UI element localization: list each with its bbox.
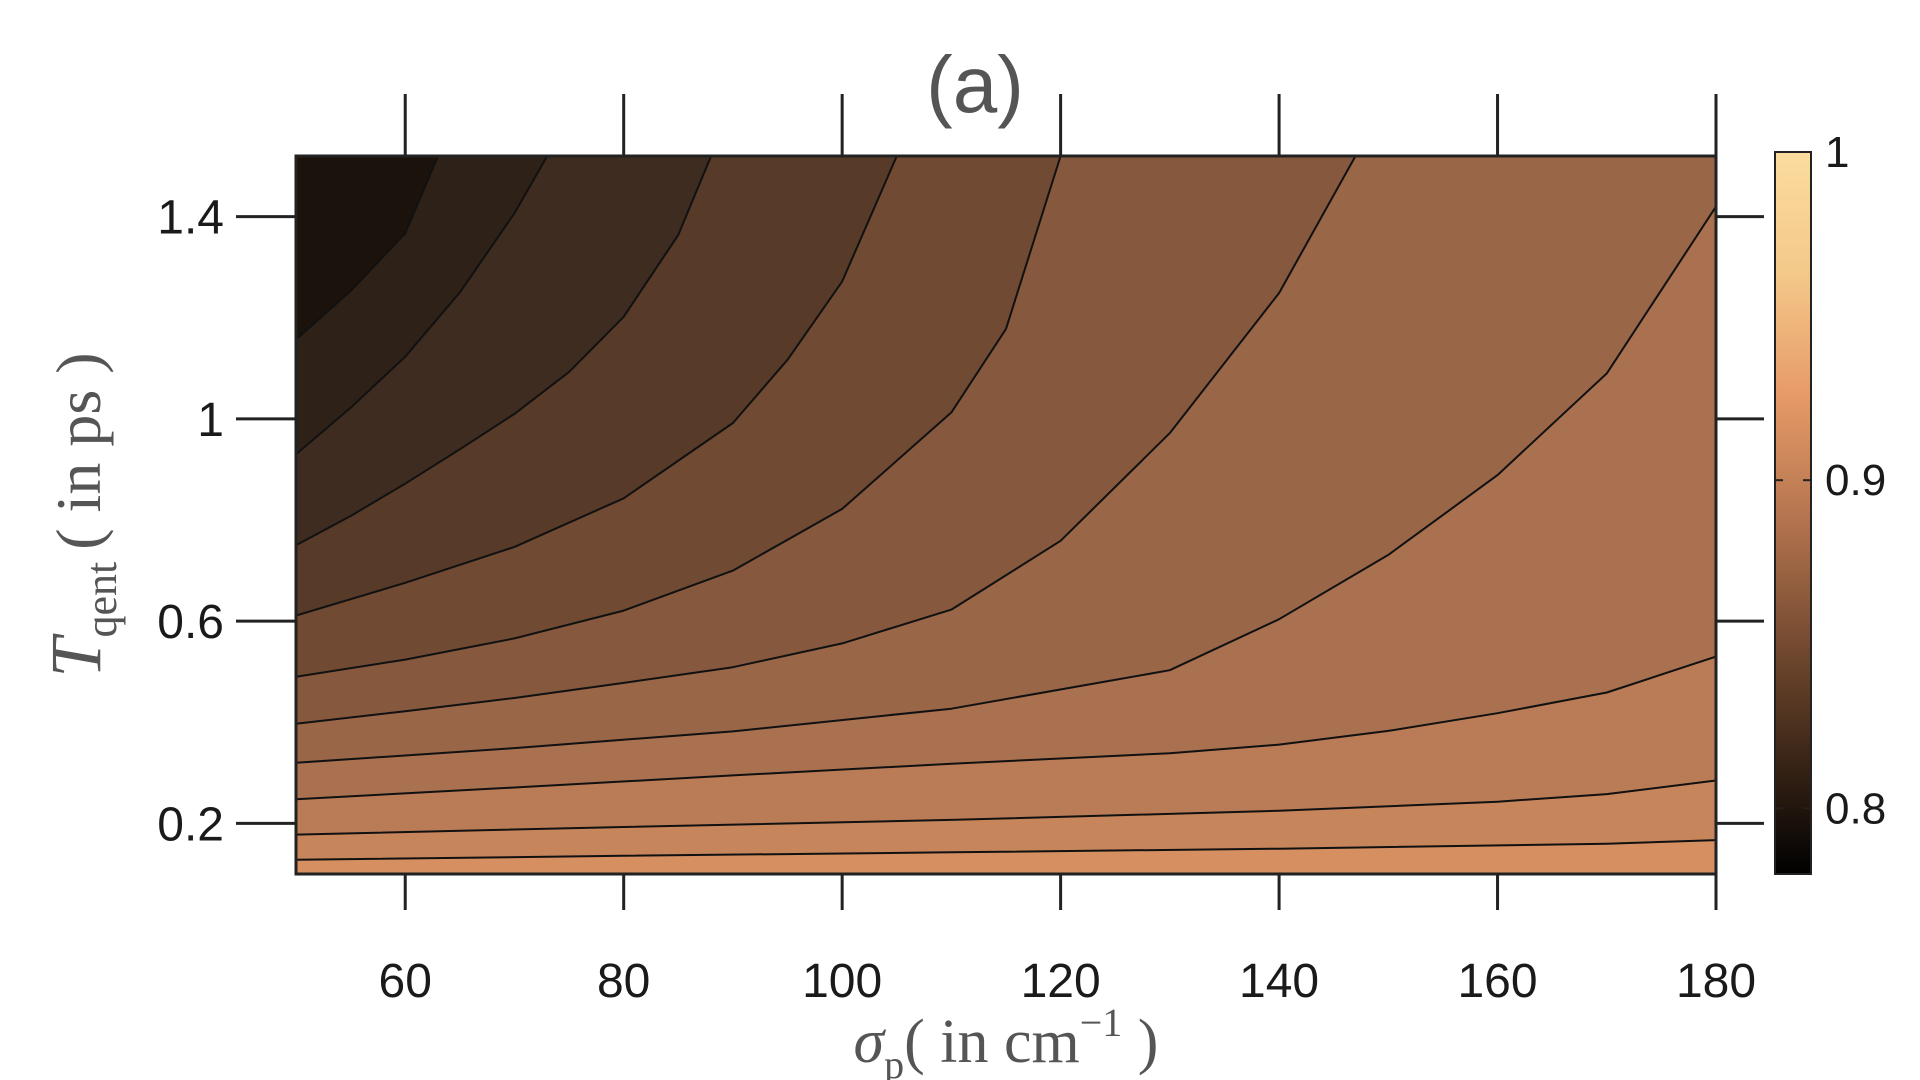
colorbar-label-1: 1 (1825, 128, 1849, 177)
x-tick-label-160: 160 (1457, 955, 1537, 1008)
y-axis-subscript: qent (77, 562, 126, 638)
x-axis-ticks: 60 80 100 120 140 160 180 (379, 94, 1756, 1008)
contour-line-2 (296, 156, 549, 456)
plot-frame (294, 154, 1718, 876)
x-axis-superscript: −1 (1080, 1000, 1123, 1045)
colorbar-label-0.9: 0.9 (1825, 456, 1886, 505)
contour-lines (296, 156, 1716, 861)
y-tick-label-0.2: 0.2 (157, 798, 224, 851)
x-tick-label-80: 80 (597, 955, 650, 1008)
contour-line-3 (296, 156, 713, 547)
chart-title: (a) (926, 40, 1024, 129)
x-axis-symbol: σ (854, 1008, 887, 1076)
contour-line-8 (296, 655, 1716, 801)
colorbar (1774, 151, 1812, 875)
x-tick-label-100: 100 (802, 955, 882, 1008)
contour-line-5 (296, 156, 1062, 678)
y-axis-symbol: T (36, 633, 116, 678)
x-axis-label: σp( in cm−1 ) (854, 1000, 1159, 1080)
x-axis-unit-close: ) (1122, 1008, 1158, 1076)
contour-line-1 (296, 156, 439, 341)
contour-line-9 (296, 779, 1716, 836)
x-axis-unit-open: ( in cm (904, 1008, 1080, 1076)
x-tick-label-60: 60 (379, 955, 432, 1008)
y-tick-label-1: 1 (197, 394, 224, 447)
y-tick-label-1.4: 1.4 (157, 192, 224, 245)
x-tick-label-180: 180 (1676, 955, 1756, 1008)
contour-line-6 (296, 156, 1357, 725)
contour-line-4 (296, 156, 898, 617)
x-tick-label-120: 120 (1021, 955, 1101, 1008)
colorbar-label-0.8: 0.8 (1825, 784, 1886, 833)
x-axis-subscript: p (884, 1042, 904, 1080)
colorbar-ticks: 0.8 0.9 1 (1775, 128, 1886, 833)
x-tick-label-140: 140 (1239, 955, 1319, 1008)
y-tick-label-0.6: 0.6 (157, 596, 224, 649)
contour-fill-regions (296, 156, 1716, 874)
contour-line-10 (296, 839, 1716, 861)
y-axis-unit: ( in ps ) (43, 352, 114, 549)
y-axis-label: Tqent ( in ps ) (36, 352, 126, 677)
y-axis-ticks: 0.2 0.6 1 1.4 (157, 192, 1764, 851)
contour-line-7 (296, 206, 1716, 764)
